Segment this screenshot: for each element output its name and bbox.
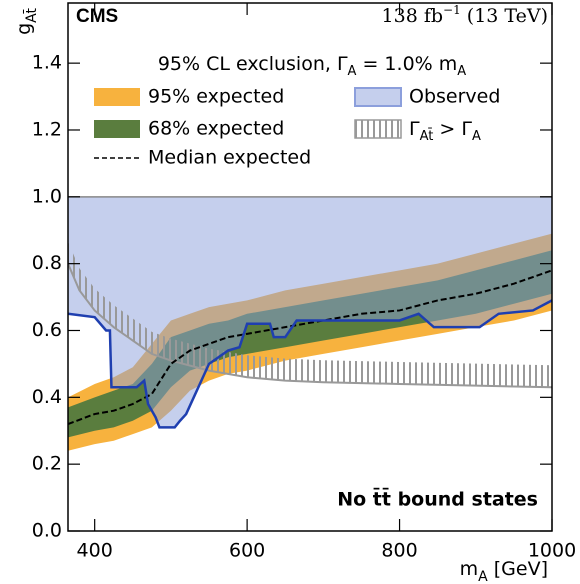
legend-label-part: Γ — [409, 118, 420, 140]
x-axis-label-part: [GeV] — [488, 558, 548, 580]
legend-title: 95% CL exclusion, ΓA = 1.0% mA — [158, 53, 466, 80]
x-tick-label: 1000 — [528, 540, 576, 562]
overlay: 400 600 800 1000 0.0 0.2 0.4 0.6 0.8 1.0 1.2 1.4 CMS… — [13, 2, 576, 584]
y-tick-label: 0.0 — [32, 520, 62, 542]
observed-fill — [68, 196, 552, 428]
lumi-label-part: −1 — [443, 3, 461, 17]
x-tick-label: 400 — [77, 540, 113, 562]
legend-title-part: A — [457, 64, 466, 79]
legend-swatch — [94, 120, 140, 138]
y-tick-label: 0.4 — [32, 386, 62, 408]
legend-title-part: = 1.0% m — [356, 53, 457, 75]
y-tick-label: 1.2 — [32, 118, 62, 140]
x-axis-label-part: A — [478, 569, 488, 584]
plot-frame — [67, 2, 553, 532]
legend-label: Observed — [409, 86, 500, 108]
legend-label-part: A — [472, 129, 481, 144]
legend-label: ΓAt̄ > ΓA — [409, 118, 481, 145]
plot-area — [68, 196, 552, 451]
legend-label: 68% expected — [148, 118, 284, 140]
legend-label-part: > Γ — [433, 118, 472, 140]
x-axis-label: mA [GeV] — [460, 558, 548, 584]
median-line — [68, 269, 552, 425]
y-tick-label: 0.2 — [32, 453, 62, 475]
annotation: No t̄t̄ bound states — [337, 487, 538, 510]
y-tick-label: 0.6 — [32, 319, 62, 341]
legend-label-part: At̄ — [420, 129, 434, 144]
legend-title-part: A — [348, 64, 357, 79]
lumi-label-part: (13 TeV) — [461, 5, 548, 27]
y-axis-label: gAt̄ — [13, 7, 41, 34]
lumi-label-part: 138 fb — [382, 5, 444, 27]
experiment-label: CMS — [76, 6, 118, 27]
lumi-label: 138 fb−1 (13 TeV) — [382, 3, 548, 28]
y-tick-label: 1.0 — [32, 185, 62, 207]
legend-swatch — [354, 87, 402, 107]
legend-label: 95% expected — [148, 86, 284, 108]
y-tick-label: 1.4 — [32, 52, 62, 74]
y-axis-label-part: g — [13, 23, 35, 35]
x-axis-label-part: m — [460, 558, 479, 580]
x-tick-label: 600 — [229, 540, 265, 562]
legend-swatch — [354, 119, 402, 139]
legend-title-part: 95% CL exclusion, Γ — [158, 53, 348, 75]
legend-swatch — [94, 88, 140, 106]
y-axis-label-part: At̄ — [22, 7, 40, 22]
width-line — [68, 263, 552, 389]
legend-label: Median expected — [148, 147, 311, 169]
observed-line — [68, 299, 552, 429]
y-tick-label: 0.8 — [32, 252, 62, 274]
x-tick-label: 800 — [381, 540, 417, 562]
